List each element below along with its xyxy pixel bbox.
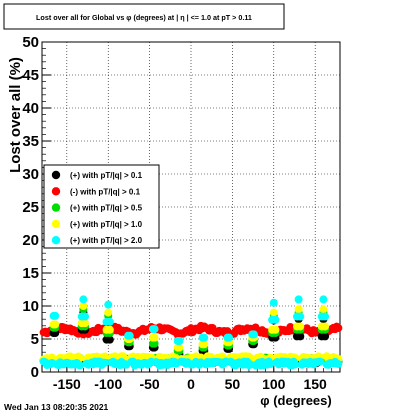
data-point: [79, 295, 88, 304]
data-point: [105, 317, 114, 326]
data-point: [51, 311, 60, 320]
y-tick-label: 25: [22, 199, 39, 216]
legend-label: (+) with pT/|q| > 0.5: [70, 204, 143, 213]
data-point: [291, 360, 300, 369]
x-tick-label: -100: [94, 376, 122, 392]
legend-items: (+) with pT/|q| > 0.1 (-) with pT/|q| > 0…: [51, 170, 143, 245]
y-tick-label: 20: [22, 232, 39, 249]
y-axis-label: Lost over all (%): [7, 57, 24, 173]
axis-ticks: 0 5 10 15 20 25 30 35 40 45 50 -150 -100 -50 0 50 100 150: [22, 34, 333, 392]
data-point: [321, 312, 330, 321]
legend-label: (+) with pT/|q| > 2.0: [70, 236, 143, 245]
timestamp: Wed Jan 13 08:20:35 2021: [4, 402, 109, 412]
legend-label: (+) with pT/|q| > 0.1: [70, 171, 143, 180]
data-point: [200, 340, 209, 349]
data-point: [321, 332, 330, 341]
x-axis-label: φ (degrees): [260, 393, 331, 408]
x-tick-label: 100: [262, 376, 286, 392]
data-point: [105, 335, 114, 344]
y-tick-label: 15: [22, 265, 39, 282]
y-tick-label: 40: [22, 100, 39, 117]
data-point: [271, 315, 280, 324]
legend-label: (-) with pT/|q| > 0.1: [70, 187, 141, 196]
data-point: [175, 336, 184, 345]
x-tick-label: 150: [303, 376, 327, 392]
data-point: [269, 308, 278, 317]
x-tick-label: -150: [53, 376, 81, 392]
data-point: [104, 308, 113, 317]
data-point: [249, 330, 258, 339]
data-point: [294, 295, 303, 304]
data-point: [76, 361, 85, 370]
data-point: [319, 295, 328, 304]
y-tick-label: 30: [22, 166, 39, 183]
data-point: [105, 325, 114, 334]
data-point: [296, 322, 305, 331]
legend-marker: [51, 203, 61, 212]
data-point: [334, 359, 343, 368]
legend-marker: [51, 187, 61, 196]
data-point: [316, 357, 325, 366]
data-point: [100, 352, 109, 361]
y-tick-label: 5: [31, 331, 39, 348]
data-point: [266, 359, 275, 368]
data-point: [100, 358, 109, 367]
legend-label: (+) with pT/|q| > 1.0: [70, 220, 143, 229]
legend-marker: [51, 170, 61, 180]
y-tick-label: 50: [22, 34, 39, 51]
data-point: [225, 333, 234, 342]
data-point: [125, 331, 134, 340]
data-point: [271, 325, 280, 334]
x-tick-label: 50: [225, 376, 241, 392]
y-tick-label: 45: [22, 67, 39, 84]
y-tick-label: 35: [22, 133, 39, 150]
y-tick-label: 10: [22, 298, 39, 315]
data-point: [321, 322, 330, 331]
data-point: [104, 300, 113, 309]
legend-marker: [51, 236, 61, 245]
data-point: [81, 319, 90, 328]
legend-marker: [51, 219, 61, 229]
data-point: [79, 302, 88, 310]
data-point: [294, 305, 303, 314]
data-point: [334, 323, 343, 332]
data-point: [319, 305, 328, 314]
legend: [43, 164, 160, 249]
data-point: [175, 343, 184, 352]
title-box: [3, 3, 285, 30]
x-tick-label: 0: [187, 376, 195, 392]
data-point: [81, 312, 90, 321]
data-points: [39, 295, 343, 370]
y-tick-label: 0: [31, 364, 39, 381]
chart-title: Lost over all for Global vs φ (degrees) …: [36, 13, 252, 22]
data-point: [269, 298, 278, 307]
data-point: [296, 312, 305, 321]
data-point: [200, 333, 209, 342]
data-point: [51, 320, 60, 329]
data-point: [150, 333, 159, 342]
data-point: [296, 332, 305, 341]
data-point: [150, 325, 159, 334]
x-tick-label: -50: [139, 376, 159, 392]
